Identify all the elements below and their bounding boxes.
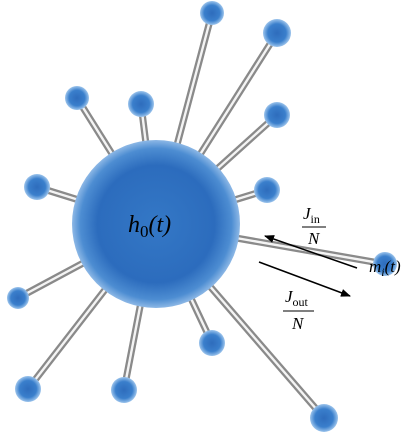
hub-symbol: h	[128, 212, 140, 238]
hub-label: h0(t)	[128, 212, 171, 241]
node-argument: (t)	[385, 257, 401, 276]
node-label: mi(t)	[369, 257, 401, 279]
arrow-in	[264, 235, 358, 269]
flux-out-symbol: J	[285, 287, 294, 306]
node-subscript: i	[381, 265, 384, 279]
flux-out-denominator: N	[291, 314, 305, 333]
flux-in-subscript: in	[311, 212, 320, 226]
flux-out-numerator: Jout	[285, 287, 309, 309]
hub-argument: (t)	[149, 212, 172, 238]
flux-out-subscript: out	[293, 295, 309, 309]
flux-in-numerator: Jin	[303, 204, 320, 226]
flux-in-denominator: N	[307, 229, 321, 248]
nodes	[7, 1, 397, 432]
flux-in-symbol: J	[303, 204, 312, 223]
node-symbol: m	[369, 257, 381, 276]
arrow-out	[258, 261, 351, 297]
hub	[72, 140, 240, 308]
hub-subscript: 0	[140, 222, 149, 241]
